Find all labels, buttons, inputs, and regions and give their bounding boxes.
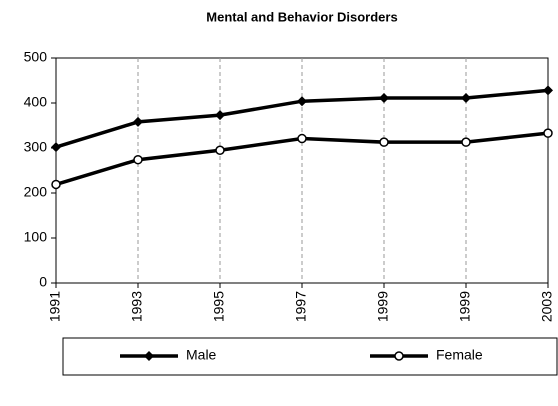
marker	[543, 85, 553, 96]
y-tick-label: 0	[39, 274, 47, 290]
chart-title: Mental and Behavior Disorders	[206, 9, 397, 24]
x-tick-label: 2003	[539, 291, 555, 322]
marker	[133, 116, 143, 127]
marker	[51, 179, 61, 190]
marker	[144, 351, 154, 361]
y-tick-label: 300	[24, 139, 48, 155]
marker	[51, 142, 61, 153]
marker	[461, 137, 471, 147]
marker	[543, 128, 553, 138]
x-tick-label: 1999	[457, 291, 473, 322]
y-tick-label: 500	[24, 49, 48, 65]
legend-label: Female	[436, 347, 483, 363]
y-tick-label: 100	[24, 229, 48, 245]
marker	[215, 110, 225, 121]
marker	[297, 133, 307, 144]
y-tick-label: 200	[24, 184, 48, 200]
marker	[297, 96, 307, 107]
x-tick-label: 1999	[375, 291, 391, 322]
legend-label: Male	[186, 347, 217, 363]
marker	[379, 93, 389, 104]
marker	[379, 137, 389, 147]
marker	[461, 93, 471, 104]
x-tick-label: 1993	[129, 291, 145, 322]
x-tick-label: 1991	[47, 291, 63, 322]
marker	[215, 145, 225, 155]
x-tick-label: 1995	[211, 291, 227, 322]
x-tick-label: 1997	[293, 291, 309, 322]
marker	[394, 351, 404, 361]
marker	[133, 154, 143, 165]
y-tick-label: 400	[24, 94, 48, 110]
